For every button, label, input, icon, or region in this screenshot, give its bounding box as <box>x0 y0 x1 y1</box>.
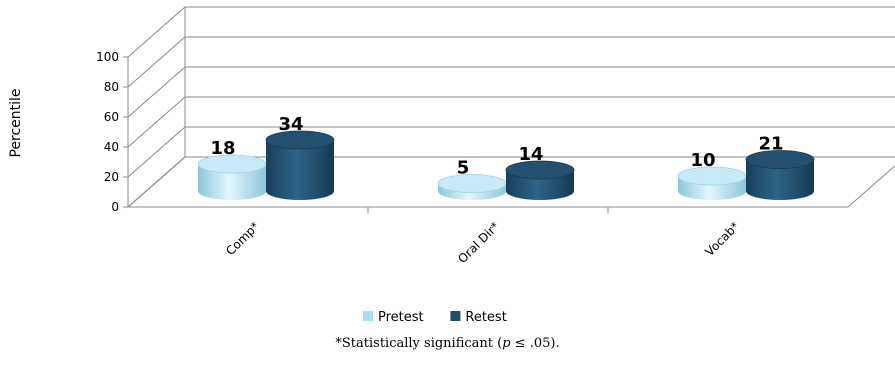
category-label: Comp* <box>223 219 262 258</box>
gridline <box>127 126 895 178</box>
gridline <box>127 96 895 148</box>
bar-pretest-0 <box>197 154 267 200</box>
legend-swatch <box>450 311 461 321</box>
category-label: Oral Dir* <box>455 219 502 266</box>
data-label: 34 <box>278 114 303 135</box>
bar-body <box>198 164 266 200</box>
gridline <box>127 156 895 208</box>
legend-label: Pretest <box>378 310 424 325</box>
gridline <box>127 6 895 58</box>
bar-body <box>266 140 334 200</box>
footnote-suffix: ≤ .05). <box>510 336 560 351</box>
bar-top <box>437 174 507 193</box>
y-tick-label: 100 <box>96 50 119 64</box>
gridline <box>127 36 895 88</box>
bar-retest-1 <box>505 160 575 200</box>
bar-body <box>746 159 814 200</box>
bar-retest-0 <box>265 130 335 200</box>
y-tick-label: 40 <box>104 140 119 154</box>
bar-top <box>745 150 815 169</box>
legend-label: Retest <box>465 310 506 325</box>
footnote: *Statistically significant (p ≤ .05). <box>0 336 895 351</box>
bar-top <box>505 160 575 180</box>
data-label: 21 <box>758 134 783 155</box>
data-label: 5 <box>457 158 470 179</box>
footnote-prefix: *Statistically significant ( <box>335 336 503 351</box>
bar-top <box>265 130 335 150</box>
bar-pretest-2 <box>677 166 747 200</box>
y-tick-label: 80 <box>104 80 119 94</box>
data-label: 14 <box>518 144 543 165</box>
bar-retest-2 <box>745 150 815 200</box>
y-axis-label: Percentile <box>8 88 24 157</box>
y-tick-label: 60 <box>104 110 119 124</box>
bar-pretest-1 <box>437 174 507 200</box>
y-tick-label: 0 <box>111 200 119 214</box>
gridline <box>127 66 895 118</box>
y-tick-label: 20 <box>104 170 119 184</box>
category-label: Vocab* <box>702 219 742 259</box>
data-label: 18 <box>210 138 235 159</box>
legend-swatch <box>363 311 373 321</box>
left-wall <box>127 7 186 209</box>
footnote-variable: p <box>502 336 511 351</box>
data-label: 10 <box>690 150 715 171</box>
